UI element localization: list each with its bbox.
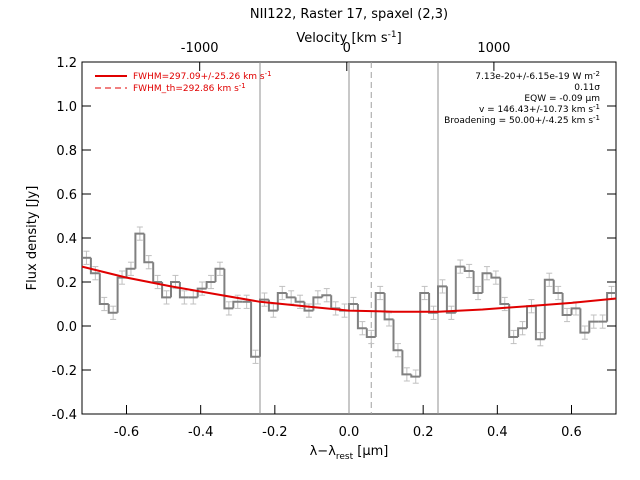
- histogram-step: [214, 267, 225, 282]
- histogram-step: [250, 301, 260, 358]
- annotation: EQW = -0.09 µm: [524, 94, 600, 104]
- label-text: λ−λ: [310, 444, 337, 459]
- fit-curve: [81, 265, 617, 313]
- histogram-step: [98, 273, 109, 305]
- histogram-step: [125, 267, 136, 278]
- top-tick-label: 1000: [477, 41, 510, 56]
- histogram-step: [499, 277, 510, 305]
- label-after: [µm]: [353, 444, 388, 459]
- histogram-step: [543, 278, 554, 340]
- histogram-step: [534, 306, 545, 341]
- histogram-step: [472, 271, 483, 294]
- label-sub: rest: [336, 452, 354, 462]
- x-tick-label: 0.6: [561, 425, 582, 440]
- histogram-step: [196, 287, 207, 298]
- histogram-step: [205, 281, 216, 289]
- annotation-text: 0.11σ: [574, 83, 600, 93]
- histogram-step: [161, 282, 171, 299]
- label-text: Velocity [km s: [296, 31, 388, 46]
- histogram-step: [383, 293, 394, 321]
- histogram-step: [437, 285, 447, 313]
- top-axis-label: Velocity [km s-1]: [296, 30, 401, 46]
- y-tick-label: -0.2: [52, 364, 77, 379]
- legend-sup: -1: [265, 70, 272, 78]
- y-tick-label: 0.0: [56, 320, 77, 335]
- histogram-step: [134, 232, 145, 269]
- histogram-step: [490, 273, 501, 279]
- legend-sup: -1: [239, 82, 246, 90]
- y-tick-label: 0.2: [56, 276, 77, 291]
- histogram-step: [392, 319, 403, 352]
- label-sup: -1: [388, 30, 397, 40]
- y-tick-label: 0.4: [56, 232, 77, 247]
- histogram-step: [561, 293, 572, 316]
- histogram-step: [454, 265, 465, 313]
- annotation-text: v = 146.43+/-10.73 km s: [479, 105, 593, 115]
- legend-text: FWHM_th=292.86 km s: [133, 84, 239, 94]
- histogram-step: [410, 374, 421, 378]
- histogram-step: [365, 328, 376, 338]
- x-tick-label: 0.4: [487, 425, 508, 440]
- label-after: ]: [397, 31, 402, 46]
- x-tick-label: 0.0: [339, 425, 360, 440]
- histogram-step: [321, 294, 332, 298]
- histogram-step: [606, 292, 616, 322]
- y-tick-label: 1.2: [56, 56, 77, 71]
- histogram-step: [552, 279, 563, 294]
- y-tick-label: 1.0: [56, 100, 77, 115]
- annotation: v = 146.43+/-10.73 km s-1: [479, 103, 600, 115]
- histogram-step: [517, 327, 527, 337]
- histogram-step: [232, 300, 243, 309]
- histogram-step: [259, 298, 269, 357]
- annotation-text: EQW = -0.09 µm: [524, 94, 600, 104]
- histogram-step: [570, 307, 581, 315]
- histogram-step: [348, 303, 358, 311]
- y-tick-label: -0.4: [52, 408, 77, 423]
- chart-title: NII122, Raster 17, spaxel (2,3): [250, 7, 448, 22]
- legend-label: FWHM=297.09+/-25.26 km s-1: [133, 70, 272, 82]
- y-tick-label: 0.8: [56, 144, 77, 159]
- histogram-step: [445, 286, 456, 314]
- histogram-step: [303, 301, 314, 312]
- histogram-step: [107, 304, 118, 314]
- x-tick-label: -0.6: [114, 425, 139, 440]
- annotation-text: 7.13e-20+/-6.15e-19 W m: [475, 72, 593, 82]
- annotation-sup: -1: [593, 103, 600, 111]
- histogram-step: [463, 266, 474, 272]
- histogram-step: [508, 304, 519, 338]
- legend-text: FWHM=297.09+/-25.26 km s: [133, 72, 265, 82]
- histogram-step: [374, 292, 385, 337]
- histogram-step: [419, 292, 430, 377]
- annotation: 0.11σ: [574, 83, 600, 93]
- x-tick-label: -0.4: [188, 425, 213, 440]
- histogram-step: [89, 257, 100, 275]
- histogram-step: [294, 297, 305, 303]
- histogram-step: [223, 268, 234, 310]
- histogram-step: [401, 350, 412, 376]
- histogram-step: [285, 293, 296, 299]
- histogram-step: [143, 233, 154, 264]
- x-axis-label: λ−λrest [µm]: [310, 444, 389, 462]
- annotation: Broadening = 50.00+/-4.25 km s-1: [444, 114, 600, 126]
- annotation-text: Broadening = 50.00+/-4.25 km s: [444, 116, 593, 126]
- annotation: 7.13e-20+/-6.15e-19 W m-2: [475, 70, 600, 82]
- histogram-step: [579, 308, 590, 334]
- histogram-step: [276, 292, 287, 311]
- histogram-step: [588, 320, 599, 333]
- annotation-sup: -1: [593, 114, 600, 122]
- top-tick-label: -1000: [181, 41, 219, 56]
- legend-label: FWHM_th=292.86 km s-1: [133, 82, 246, 94]
- histogram-step: [356, 304, 367, 330]
- top-tick-label: 0: [343, 41, 351, 56]
- histogram-step: [170, 281, 180, 298]
- annotation-sup: -2: [593, 70, 600, 78]
- histogram-step: [481, 272, 492, 293]
- x-tick-label: 0.2: [413, 425, 434, 440]
- histogram-step: [428, 293, 438, 314]
- y-tick-label: 0.6: [56, 188, 77, 203]
- x-tick-label: -0.2: [262, 425, 287, 440]
- y-axis-label: Flux density [Jy]: [25, 186, 40, 291]
